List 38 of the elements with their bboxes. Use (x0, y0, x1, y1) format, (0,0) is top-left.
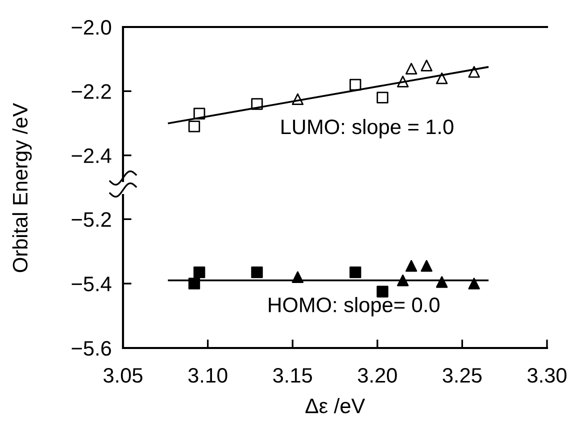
point (468, 278, 480, 290)
x-tick-label: 3.15 (273, 368, 312, 383)
point (193, 108, 206, 120)
point (292, 271, 304, 283)
y-tick-label: −2.4 (72, 148, 112, 163)
point (350, 78, 362, 91)
x-tick-label: 3.10 (188, 368, 228, 383)
point (376, 286, 388, 298)
point (251, 98, 263, 110)
y-tick-label: −5.6 (72, 341, 111, 356)
point (396, 274, 409, 286)
y-tick-label: −2.2 (72, 84, 111, 99)
point (396, 76, 409, 88)
point (292, 93, 304, 106)
point (193, 266, 206, 278)
point (420, 60, 432, 72)
point (436, 276, 448, 288)
point (405, 260, 418, 272)
y-tick-label: −5.2 (72, 212, 111, 227)
x-tick-label: 3.25 (442, 368, 482, 383)
point (188, 120, 200, 132)
x-tick-label: 3.20 (358, 368, 397, 383)
x-tick-label: 3.30 (528, 368, 566, 383)
annotation: LUMO: slope = 1.0 (282, 118, 454, 138)
point (468, 66, 480, 78)
y-axis-title: Orbital Energy /eV (12, 102, 32, 272)
annotation: HOMO: slope= 0.0 (268, 296, 440, 316)
x-tick-label: 3.05 (104, 368, 142, 383)
point (420, 260, 432, 272)
point (251, 266, 263, 278)
point (188, 278, 200, 290)
y-tick-label: −5.4 (72, 276, 112, 292)
point (376, 92, 388, 104)
point (436, 72, 448, 84)
y-tick-label: −2.0 (72, 20, 112, 35)
point (405, 62, 418, 75)
x-axis-title: Δε /eV (305, 398, 366, 414)
point (350, 266, 362, 278)
